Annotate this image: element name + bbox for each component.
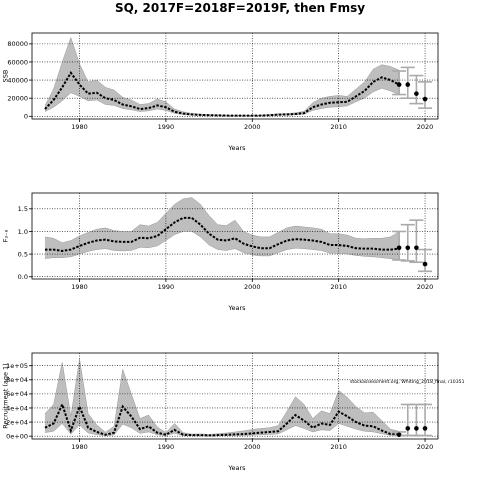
ssb-ytick-label-0: 0 <box>24 113 28 121</box>
ssb-confidence-band <box>44 37 400 116</box>
f-ytick-label-0: 0.0 <box>18 273 28 281</box>
f-xtick-label-1990: 1990 <box>158 283 175 291</box>
rec-upper-line <box>44 358 400 435</box>
f-median-line <box>44 216 400 252</box>
ssb-xtick-label-2000: 2000 <box>244 123 261 131</box>
ssb-lower-line <box>44 87 400 117</box>
ssb-forecast-point-2019 <box>414 91 419 96</box>
rec-ytick-label-1: 2e+04 <box>6 418 28 426</box>
ssb-ytick-label-2: 40000 <box>7 76 28 84</box>
rec-xtick-label-2000: 2000 <box>244 443 261 451</box>
ssb-panel: 1980 1990 2000 2010 2020 0 20000 40000 60000 8000… <box>2 32 439 152</box>
f-axes-frame <box>31 192 439 280</box>
recruitment-panel: stockassessment.org, Whiting_2018_final,… <box>2 352 465 472</box>
f-forecast-errorbar-2018 <box>400 223 415 262</box>
rec-forecast-errorbar-2019 <box>409 403 424 437</box>
rec-ytick-label-2: 4e+04 <box>6 404 28 412</box>
ssb-axes-frame <box>31 32 439 120</box>
rec-xtick-label-2020: 2020 <box>417 443 434 451</box>
ssb-forecast-errorbar-2019 <box>409 74 424 105</box>
f-forecast-point-2020 <box>422 261 428 267</box>
ssb-xtick-label-2010: 2010 <box>330 123 347 131</box>
rec-xtick-label-1990: 1990 <box>158 443 175 451</box>
rec-xtick-label-1980: 1980 <box>71 443 88 451</box>
rec-ytick-label-0: 0e+00 <box>6 432 28 440</box>
f-forecast-point-2019 <box>414 245 419 251</box>
f-ylabel: F₃₋₈ <box>2 229 10 242</box>
rec-axes-frame <box>31 352 439 440</box>
ssb-ytick-label-3: 60000 <box>7 58 28 66</box>
rec-ylabel: Recruitment (age 1) <box>2 363 10 428</box>
rec-forecast-point-2019 <box>414 426 419 431</box>
f-lower-line <box>44 231 400 260</box>
ssb-xtick-label-1980: 1980 <box>71 123 88 131</box>
figure-title: SQ, 2017F=2018F=2019F, then Fmsy <box>115 1 365 15</box>
ssb-forecast-point-2017 <box>396 82 402 87</box>
f-xtick-label-2010: 2010 <box>330 283 347 291</box>
rec-confidence-band <box>44 358 400 436</box>
f-ytick-label-3: 1.5 <box>18 205 28 213</box>
rec-forecast-point-2017 <box>396 432 402 438</box>
ssb-xtick-label-2020: 2020 <box>417 123 434 131</box>
f-confidence-band <box>44 197 400 260</box>
rec-ytick-label-5: 1e+05 <box>6 362 28 370</box>
rec-xtick-label-2010: 2010 <box>330 443 347 451</box>
rec-forecast-point-2018 <box>405 426 411 431</box>
rec-forecast-errorbar-2020 <box>418 403 433 437</box>
rec-forecast-errorbar-2018 <box>400 403 415 437</box>
rec-xlabel: Years <box>227 464 246 472</box>
f-forecast-errorbar-2020 <box>418 248 433 273</box>
ssb-ytick-label-1: 20000 <box>7 94 28 102</box>
ssb-ylabel: SSB <box>2 70 10 83</box>
f-forecast-point-2018 <box>405 245 411 251</box>
source-annotation: stockassessment.org, Whiting_2018_final,… <box>350 379 465 385</box>
ssb-xtick-label-1990: 1990 <box>158 123 175 131</box>
ssb-forecast-point-2018 <box>405 82 411 87</box>
f-upper-line <box>44 197 400 244</box>
f-xtick-label-2020: 2020 <box>417 283 434 291</box>
rec-forecast-point-2020 <box>422 426 428 431</box>
f-ytick-label-1: 0.5 <box>18 250 28 258</box>
rec-ytick-label-3: 6e+04 <box>6 390 28 398</box>
rec-ytick-label-4: 8e+04 <box>6 376 28 384</box>
rec-median-line <box>44 401 400 437</box>
fishing-mortality-panel: 1980 1990 2000 2010 2020 0.0 0.5 1.0 1.5 Years F₃₋… <box>2 192 439 312</box>
ssb-forecast-errorbar-2020 <box>418 81 433 109</box>
f-forecast-point-2017 <box>396 245 402 251</box>
ssb-ytick-label-4: 80000 <box>7 40 28 48</box>
f-xtick-label-2000: 2000 <box>244 283 261 291</box>
f-xlabel: Years <box>227 304 246 312</box>
ssb-forecast-point-2020 <box>422 96 428 102</box>
ssb-xlabel: Years <box>227 144 246 152</box>
ssb-median-line <box>44 71 400 117</box>
ssb-upper-line <box>44 36 400 116</box>
f-forecast-errorbar-2019 <box>409 219 424 264</box>
f-ytick-label-2: 1.0 <box>18 228 28 236</box>
f-xtick-label-1980: 1980 <box>71 283 88 291</box>
